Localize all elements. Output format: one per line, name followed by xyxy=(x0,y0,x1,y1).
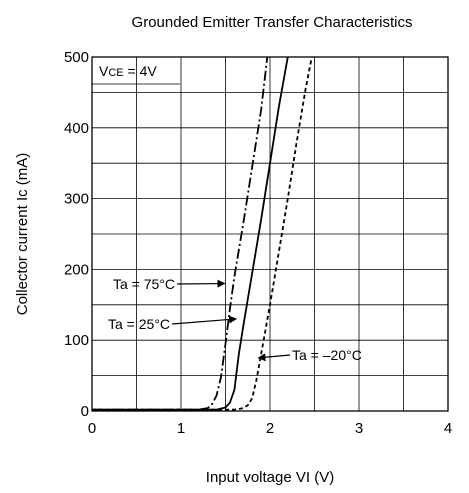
y-tick-label: 300 xyxy=(64,191,89,208)
condition-text: VCE = 4V xyxy=(99,63,157,79)
x-tick-label: 1 xyxy=(177,420,185,437)
series-layer xyxy=(92,57,313,411)
annotation-layer: Ta = 75°C Ta = 25°C Ta = –20°C xyxy=(108,276,362,363)
chart-title: Grounded Emitter Transfer Characteristic… xyxy=(132,14,413,31)
annotation-ta-25c: Ta = 25°C xyxy=(108,316,170,332)
x-axis-label: Input voltage VI (V) xyxy=(206,469,334,486)
annotation-ta-75c: Ta = 75°C xyxy=(113,276,175,292)
x-tick-label: 2 xyxy=(266,420,274,437)
annotation-ta-25c-arrow xyxy=(171,315,238,325)
y-tick-label: 0 xyxy=(81,403,89,420)
series-ta-25c xyxy=(92,57,289,411)
x-tick-labels: 0 1 2 3 4 xyxy=(88,420,452,437)
y-tick-label: 400 xyxy=(64,120,89,137)
y-tick-label: 100 xyxy=(64,332,89,349)
condition-label: VCE = 4V xyxy=(92,63,180,85)
y-axis-label: Collector current Ic (mA) xyxy=(14,153,31,316)
y-tick-label: 500 xyxy=(64,49,89,66)
grid xyxy=(92,57,448,411)
x-tick-label: 3 xyxy=(355,420,363,437)
x-tick-label: 4 xyxy=(444,420,452,437)
x-tick-label: 0 xyxy=(88,420,96,437)
y-tick-label: 200 xyxy=(64,261,89,278)
series-ta-75c xyxy=(92,57,269,411)
plot-frame xyxy=(91,56,449,412)
y-tick-labels: 0 100 200 300 400 500 xyxy=(64,49,89,420)
annotation-ta-minus-20c-arrow xyxy=(257,353,291,362)
annotation-ta-minus-20c: Ta = –20°C xyxy=(292,347,362,363)
